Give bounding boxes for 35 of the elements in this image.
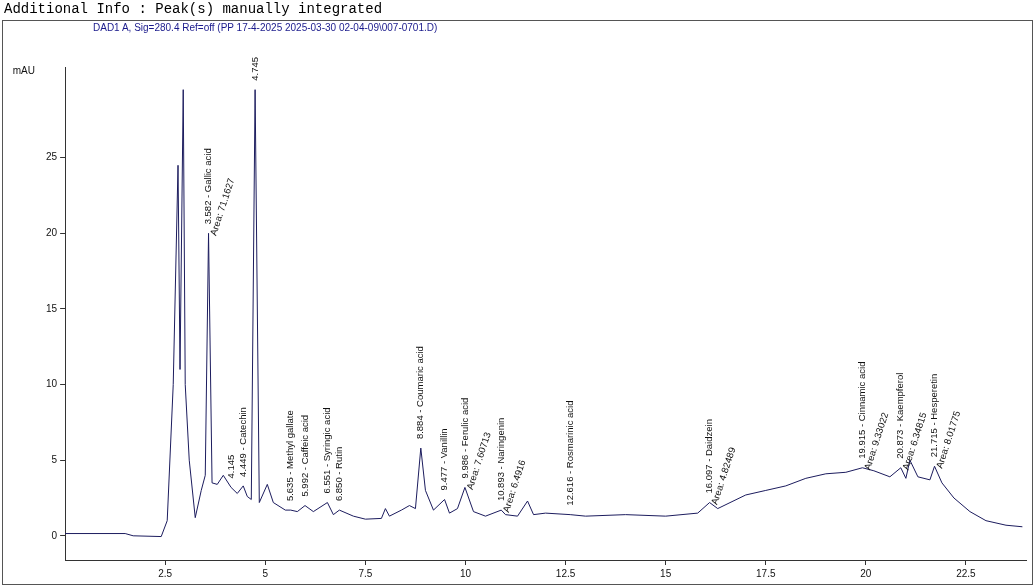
annotation: 5.635 - Methyl gallate: [284, 410, 296, 502]
y-tick-label: 5: [51, 453, 58, 465]
x-tick-label: 10: [459, 567, 472, 579]
annotation: 8.884 - Coumaric acid: [414, 346, 426, 440]
annotation: 21.715 - Hesperetin: [928, 373, 940, 458]
annotation: 16.097 - Daidzein: [703, 419, 715, 494]
chart-title: Additional Info : Peak(s) manually integrated: [3, 0, 384, 18]
x-tick-label: 12.5: [555, 567, 576, 579]
annotation: 6.850 - Rutin: [333, 446, 344, 502]
annotation: 20.873 - Kaempferol: [894, 372, 906, 459]
x-tick-label: 17.5: [756, 567, 776, 579]
x-tick-label: 2.5: [158, 567, 173, 579]
x-tick-label: 7.5: [358, 567, 373, 579]
y-tick-label: 0: [51, 529, 58, 541]
chart-subtitle: DAD1 A, Sig=280.4 Ref=off (PP 17-4-2025 2025-03-30 02-04-09\007-0701.D): [93, 22, 438, 33]
annotation: 9.477 - Vanillin: [438, 428, 450, 491]
y-tick-label: 20: [46, 227, 58, 239]
y-tick-label: 25: [46, 151, 58, 163]
y-tick-label: 10: [46, 378, 58, 390]
annotation: 3.582 - Gallic acid: [202, 148, 214, 225]
x-tick-label: 15: [660, 567, 672, 579]
annotation: 9.986 - Ferulic acid: [458, 397, 470, 479]
x-tick-label: 20: [860, 567, 872, 579]
annotation: 4.745: [248, 56, 260, 81]
annotation: 19.915 - Cinnamic acid: [856, 361, 868, 459]
annotation: 5.992 - Caffeic acid: [298, 414, 310, 497]
annotation: 12.616 - Rosmarinic acid: [563, 400, 575, 506]
annotation: 10.893 - Naringenin: [494, 417, 506, 502]
x-tick-label: 22.5: [956, 567, 977, 579]
y-tick-label: 15: [46, 302, 58, 314]
annotation: 4.449 - Catechin: [236, 407, 248, 477]
annotation: 6.551 - Syringic acid: [321, 407, 333, 494]
x-tick-label: 5: [262, 567, 269, 579]
annotation: 4.145: [224, 454, 236, 479]
y-axis-title: mAU: [12, 64, 35, 76]
